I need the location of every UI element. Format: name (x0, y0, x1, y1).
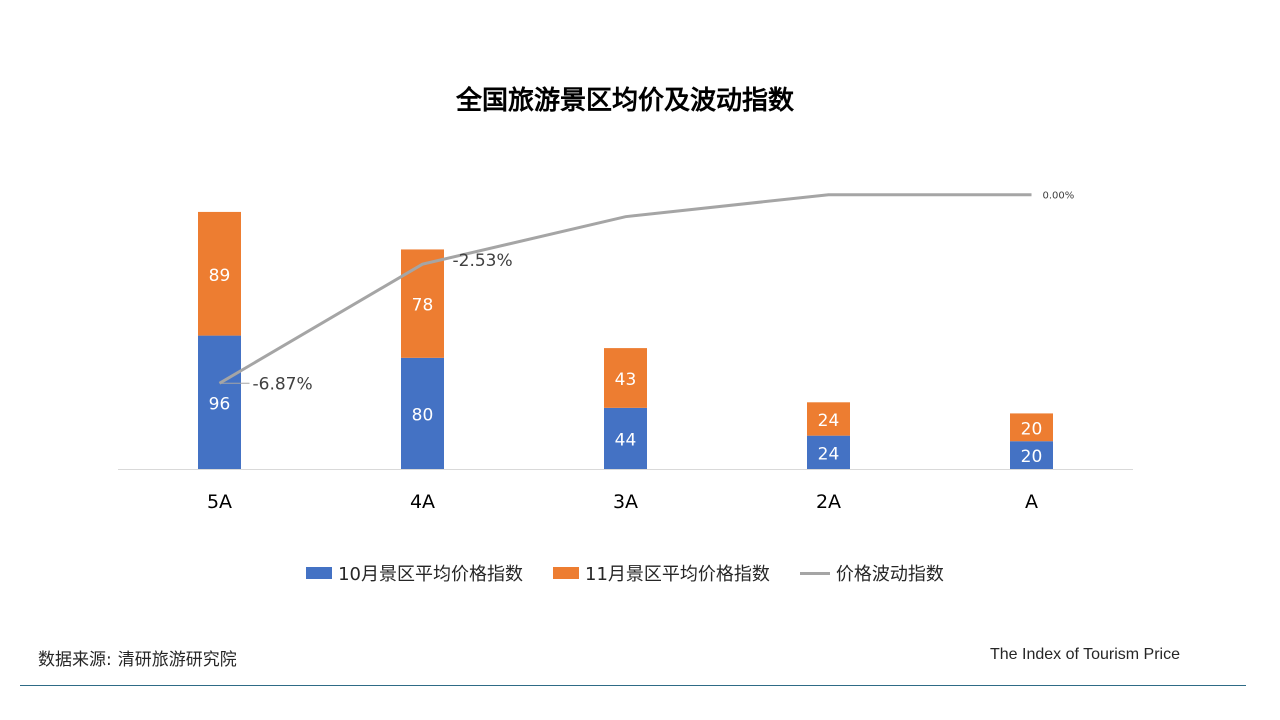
legend-swatch-line (799, 571, 830, 575)
data-label-nov-4: 20 (1021, 419, 1043, 439)
legend-item-fluct: 价格波动指数 (799, 560, 944, 586)
bar-oct-0 (198, 335, 241, 469)
bar-nov-2 (604, 348, 647, 408)
bar-nov-4 (1010, 413, 1053, 442)
fluctuation-label-0: -6.87% (253, 374, 313, 394)
data-label-nov-0: 89 (209, 266, 231, 286)
data-label-oct-0: 96 (209, 394, 231, 414)
data-label-nov-2: 43 (615, 370, 637, 390)
bar-oct-4 (1010, 441, 1053, 469)
legend-label-fluct: 价格波动指数 (835, 564, 944, 585)
data-source: 数据来源: 清研旅游研究院 (38, 645, 237, 670)
bar-oct-2 (604, 407, 647, 469)
x-tick-label-4: A (1025, 491, 1038, 513)
legend-swatch-blue (306, 567, 333, 579)
fluctuation-label-4: 0.00% (1043, 191, 1075, 202)
brand-text: The Index of Tourism Price (990, 646, 1181, 663)
x-tick-label-3: 2A (816, 491, 841, 513)
legend-swatch-orange (553, 567, 579, 579)
footer-divider (20, 685, 1246, 686)
chart-title: 全国旅游景区均价及波动指数 (455, 86, 794, 116)
legend-label-nov: 11月景区平均价格指数 (585, 564, 770, 585)
bar-nov-1 (401, 249, 444, 358)
bar-nov-3 (807, 402, 850, 436)
source-label: 数据来源: (38, 650, 112, 670)
bar-oct-3 (807, 435, 850, 469)
legend-item-nov: 11月景区平均价格指数 (553, 560, 770, 586)
x-tick-label-0: 5A (207, 491, 232, 513)
data-label-oct-3: 24 (818, 444, 840, 464)
legend-item-oct: 10月景区平均价格指数 (306, 560, 523, 586)
data-label-oct-2: 44 (615, 430, 637, 450)
bar-oct-1 (401, 357, 444, 469)
source-value: 清研旅游研究院 (117, 650, 237, 670)
x-tick-label-1: 4A (410, 491, 435, 513)
data-label-oct-1: 80 (412, 405, 434, 425)
legend-label-oct: 10月景区平均价格指数 (338, 564, 523, 585)
data-label-nov-1: 78 (412, 296, 434, 316)
x-tick-label-2: 3A (613, 491, 638, 513)
fluctuation-label-1: -2.53% (453, 251, 513, 271)
data-label-oct-4: 20 (1021, 447, 1043, 467)
bar-nov-0 (198, 211, 241, 336)
data-label-nov-3: 24 (818, 411, 840, 431)
legend: 10月景区平均价格指数 11月景区平均价格指数 价格波动指数 (0, 560, 1250, 586)
